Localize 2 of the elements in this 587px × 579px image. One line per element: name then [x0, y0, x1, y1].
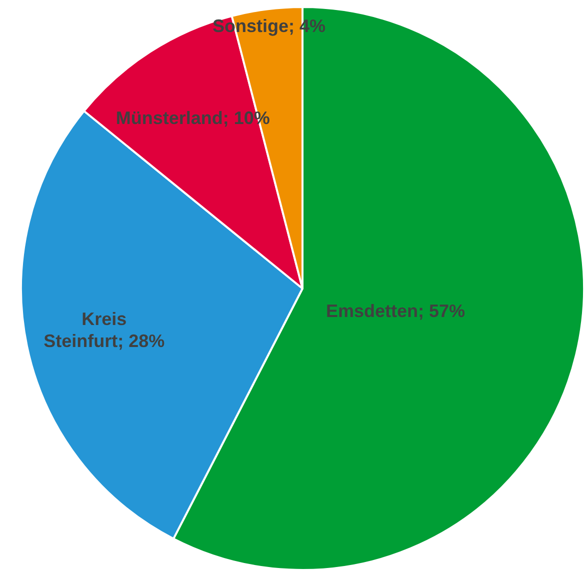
slice-label: Emsdetten; 57%: [326, 300, 466, 322]
slice-label: Kreis Steinfurt; 28%: [44, 308, 165, 352]
